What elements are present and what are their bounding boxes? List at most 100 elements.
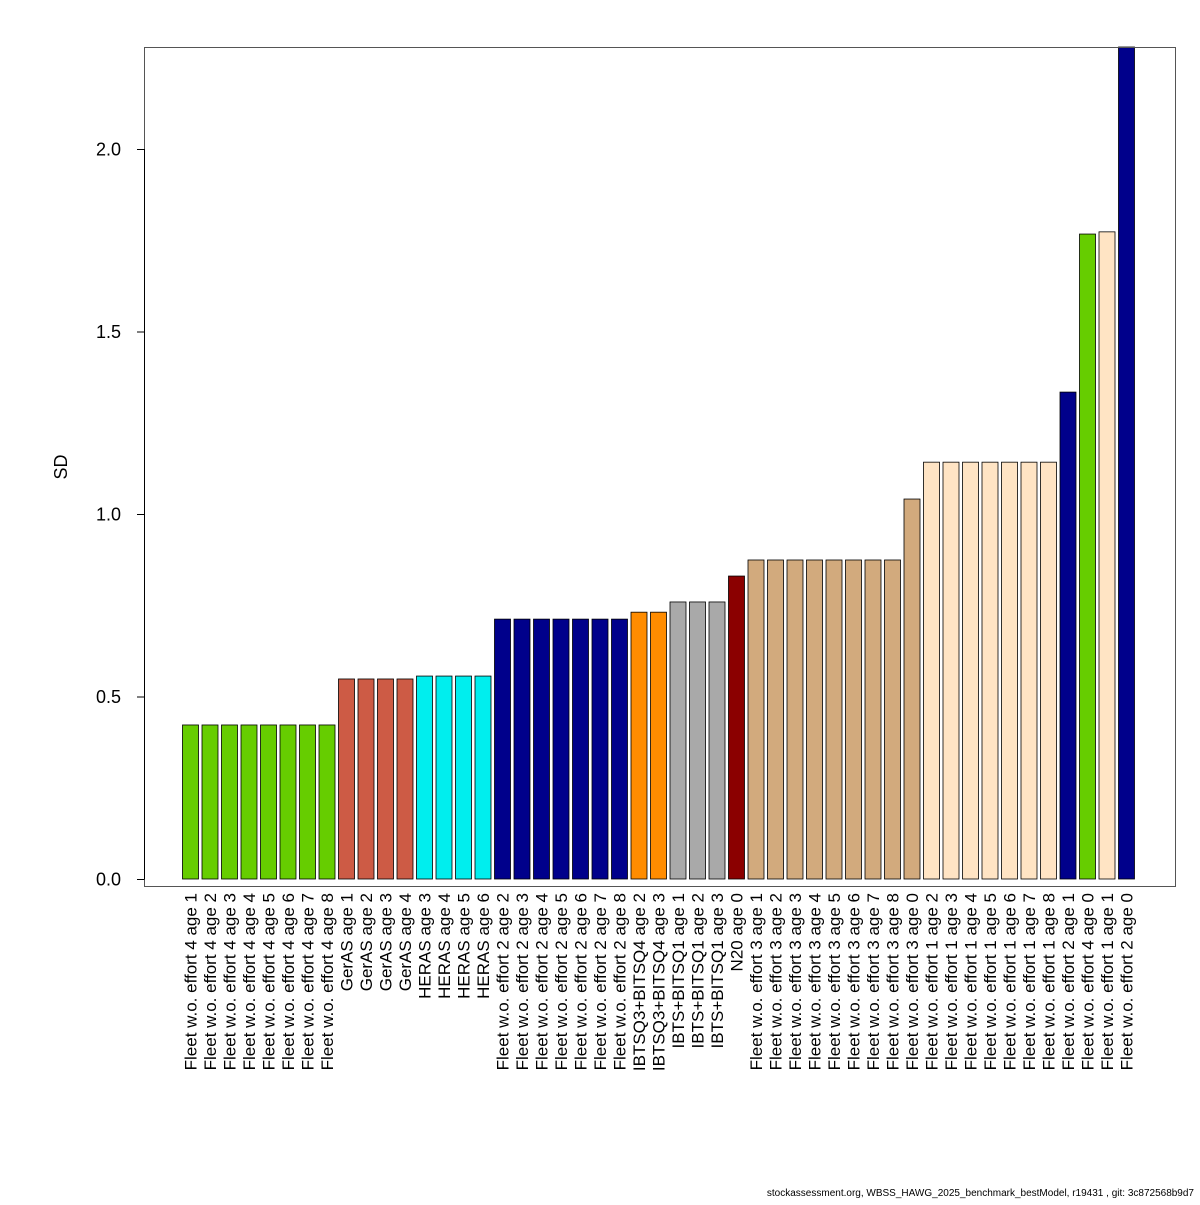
x-tick-label: N20 age 0 bbox=[728, 893, 747, 971]
bar bbox=[572, 618, 589, 880]
bars bbox=[182, 46, 1135, 880]
bar bbox=[962, 461, 979, 880]
bar bbox=[630, 611, 648, 880]
bar bbox=[474, 675, 492, 880]
x-tick-label: Fleet w.o. effort 3 age 6 bbox=[845, 893, 864, 1070]
bar bbox=[318, 724, 336, 880]
bar bbox=[435, 675, 453, 880]
y-tick-label: 1.0 bbox=[96, 505, 121, 525]
bar bbox=[260, 724, 277, 880]
bar bbox=[416, 675, 433, 880]
x-tick-label: HERAS age 5 bbox=[455, 893, 474, 999]
x-tick-label: Fleet w.o. effort 2 age 5 bbox=[552, 893, 571, 1070]
bar bbox=[1059, 391, 1077, 880]
x-tick-label: Fleet w.o. effort 2 age 0 bbox=[1118, 893, 1137, 1070]
bar bbox=[494, 618, 511, 880]
x-tick-label: Fleet w.o. effort 2 age 4 bbox=[533, 893, 552, 1070]
bar bbox=[513, 618, 531, 880]
x-tick-label: Fleet w.o. effort 1 age 4 bbox=[962, 893, 981, 1070]
x-tick-label: Fleet w.o. effort 4 age 3 bbox=[221, 893, 240, 1070]
bar bbox=[825, 559, 843, 880]
x-tick-label: IBTSQ3+BITSQ4 age 2 bbox=[630, 893, 649, 1071]
bar bbox=[279, 724, 297, 880]
bar bbox=[923, 461, 940, 880]
bar bbox=[689, 601, 706, 880]
x-tick-label: Fleet w.o. effort 3 age 3 bbox=[786, 893, 805, 1070]
x-tick-label: Fleet w.o. effort 3 age 4 bbox=[806, 893, 825, 1070]
x-tick-label: Fleet w.o. effort 4 age 7 bbox=[299, 893, 318, 1070]
x-tick-label: GerAS age 4 bbox=[396, 893, 415, 991]
y-tick-label: 0.5 bbox=[96, 687, 121, 707]
x-tick-label: Fleet w.o. effort 1 age 3 bbox=[942, 893, 961, 1070]
x-tick-label: Fleet w.o. effort 3 age 5 bbox=[825, 893, 844, 1070]
y-tick-label: 1.5 bbox=[96, 322, 121, 342]
x-tick-label: Fleet w.o. effort 4 age 2 bbox=[201, 893, 220, 1070]
x-tick-label: IBTSQ3+BITSQ4 age 3 bbox=[650, 893, 669, 1071]
bar bbox=[240, 724, 258, 880]
bar bbox=[806, 559, 823, 880]
x-tick-label: Fleet w.o. effort 4 age 8 bbox=[318, 893, 337, 1070]
bar bbox=[1079, 233, 1096, 880]
bar bbox=[338, 678, 355, 880]
bar bbox=[377, 678, 394, 880]
x-tick-label: GerAS age 3 bbox=[377, 893, 396, 991]
bar bbox=[182, 724, 199, 880]
bar bbox=[299, 724, 316, 880]
bar bbox=[1118, 46, 1135, 880]
x-tick-label: GerAS age 2 bbox=[357, 893, 376, 991]
bar bbox=[552, 618, 570, 880]
x-tick-label: Fleet w.o. effort 1 age 1 bbox=[1098, 893, 1117, 1070]
bar bbox=[903, 498, 921, 880]
x-tick-label: Fleet w.o. effort 2 age 2 bbox=[494, 893, 513, 1070]
bar bbox=[864, 559, 882, 880]
x-tick-label: IBTS+BITSQ1 age 1 bbox=[669, 893, 688, 1048]
x-tick-label: IBTS+BITSQ1 age 2 bbox=[689, 893, 708, 1048]
x-tick-label: Fleet w.o. effort 2 age 3 bbox=[513, 893, 532, 1070]
bar bbox=[786, 559, 804, 880]
bar bbox=[1020, 461, 1038, 880]
x-tick-label: Fleet w.o. effort 1 age 2 bbox=[923, 893, 942, 1070]
bar bbox=[708, 601, 726, 880]
x-tick-label: HERAS age 6 bbox=[474, 893, 493, 999]
x-tick-label: Fleet w.o. effort 3 age 0 bbox=[903, 893, 922, 1070]
x-tick-label: Fleet w.o. effort 1 age 7 bbox=[1020, 893, 1039, 1070]
bar bbox=[845, 559, 862, 880]
x-tick-label: Fleet w.o. effort 1 age 5 bbox=[981, 893, 1000, 1070]
bar bbox=[981, 461, 999, 880]
x-tick-label: Fleet w.o. effort 3 age 1 bbox=[747, 893, 766, 1070]
y-axis: 0.0 0.5 1.0 1.5 2.0 bbox=[96, 140, 145, 890]
y-tick-label: 2.0 bbox=[96, 140, 121, 160]
x-tick-label: Fleet w.o. effort 4 age 1 bbox=[182, 893, 201, 1070]
bar bbox=[221, 724, 238, 880]
x-tick-label: Fleet w.o. effort 1 age 6 bbox=[1001, 893, 1020, 1070]
bar bbox=[767, 559, 784, 880]
x-axis-labels: Fleet w.o. effort 4 age 1 Fleet w.o. effo… bbox=[182, 893, 1137, 1071]
bar bbox=[533, 618, 550, 880]
x-tick-label: Fleet w.o. effort 4 age 5 bbox=[260, 893, 279, 1070]
x-tick-label: Fleet w.o. effort 4 age 0 bbox=[1079, 893, 1098, 1070]
footer-text: stockassessment.org, WBSS_HAWG_2025_benc… bbox=[767, 1188, 1195, 1199]
x-tick-label: Fleet w.o. effort 3 age 7 bbox=[864, 893, 883, 1070]
bar bbox=[747, 559, 765, 880]
x-tick-label: HERAS age 4 bbox=[435, 893, 454, 999]
x-tick-label: Fleet w.o. effort 4 age 4 bbox=[240, 893, 259, 1070]
x-tick-label: Fleet w.o. effort 1 age 8 bbox=[1040, 893, 1059, 1070]
bar bbox=[942, 461, 960, 880]
bar bbox=[728, 575, 745, 880]
bar bbox=[396, 678, 414, 880]
bar bbox=[1001, 461, 1018, 880]
bar bbox=[669, 601, 687, 880]
x-tick-label: Fleet w.o. effort 2 age 7 bbox=[591, 893, 610, 1070]
bar bbox=[201, 724, 219, 880]
bar bbox=[455, 675, 472, 880]
x-tick-label: HERAS age 3 bbox=[416, 893, 435, 999]
bar bbox=[357, 678, 375, 880]
x-tick-label: Fleet w.o. effort 3 age 8 bbox=[884, 893, 903, 1070]
x-tick-label: IBTS+BITSQ1 age 3 bbox=[708, 893, 727, 1048]
x-tick-label: GerAS age 1 bbox=[338, 893, 357, 991]
x-tick-label: Fleet w.o. effort 2 age 6 bbox=[572, 893, 591, 1070]
x-tick-label: Fleet w.o. effort 4 age 6 bbox=[279, 893, 298, 1070]
bar bbox=[1040, 461, 1057, 880]
bar bbox=[1098, 231, 1116, 880]
